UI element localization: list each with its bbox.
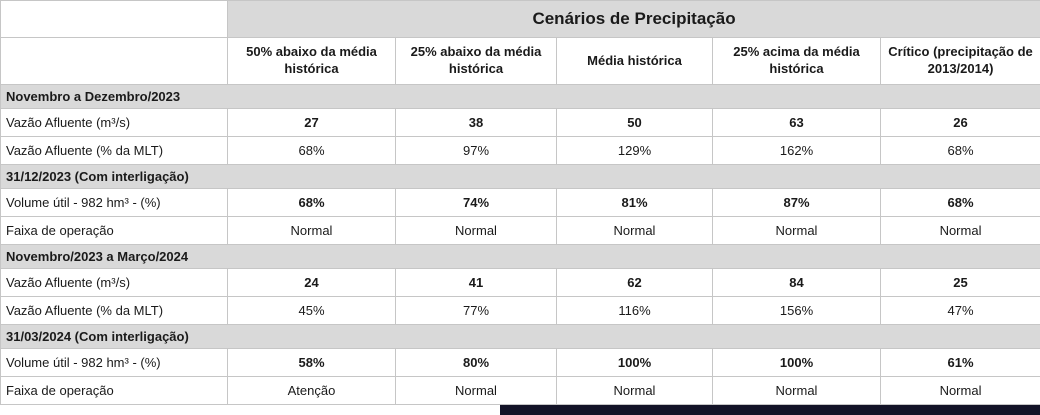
column-header: Média histórica	[557, 38, 713, 85]
section-header: Novembro a Dezembro/2023	[1, 85, 1040, 109]
section-header-row: Novembro a Dezembro/2023	[1, 85, 1040, 109]
value-cell: 129%	[557, 137, 713, 165]
value-cell: Normal	[713, 217, 881, 245]
value-cell: 38	[396, 109, 557, 137]
value-cell: 68%	[228, 189, 396, 217]
column-header-row: 50% abaixo da média histórica 25% abaixo…	[1, 38, 1040, 85]
value-cell: Normal	[557, 377, 713, 405]
row-label: Vazão Afluente (% da MLT)	[1, 137, 228, 165]
value-cell: Normal	[396, 377, 557, 405]
value-cell: Normal	[228, 217, 396, 245]
value-cell: Atenção	[228, 377, 396, 405]
value-cell: 61%	[881, 349, 1040, 377]
row-label: Volume útil - 982 hm³ - (%)	[1, 189, 228, 217]
row-header-blank-cell	[1, 38, 228, 85]
value-cell: 24	[228, 269, 396, 297]
value-cell: 63	[713, 109, 881, 137]
value-cell: 81%	[557, 189, 713, 217]
value-cell: 74%	[396, 189, 557, 217]
value-cell: 58%	[228, 349, 396, 377]
section-header-row: 31/12/2023 (Com interligação)	[1, 165, 1040, 189]
value-cell: 68%	[881, 137, 1040, 165]
table-row: Faixa de operação Atenção Normal Normal …	[1, 377, 1040, 405]
value-cell: 116%	[557, 297, 713, 325]
value-cell: 25	[881, 269, 1040, 297]
row-label: Vazão Afluente (m³/s)	[1, 269, 228, 297]
value-cell: Normal	[557, 217, 713, 245]
value-cell: 84	[713, 269, 881, 297]
section-header-row: Novembro/2023 a Março/2024	[1, 245, 1040, 269]
title-row: Cenários de Precipitação	[1, 1, 1040, 38]
row-label: Vazão Afluente (% da MLT)	[1, 297, 228, 325]
value-cell: 45%	[228, 297, 396, 325]
column-header: 25% acima da média histórica	[713, 38, 881, 85]
table-title: Cenários de Precipitação	[228, 1, 1040, 38]
value-cell: 162%	[713, 137, 881, 165]
row-label: Faixa de operação	[1, 377, 228, 405]
value-cell: 100%	[713, 349, 881, 377]
table-row: Volume útil - 982 hm³ - (%) 68% 74% 81% …	[1, 189, 1040, 217]
value-cell: Normal	[881, 217, 1040, 245]
row-label: Volume útil - 982 hm³ - (%)	[1, 349, 228, 377]
table-row: Vazão Afluente (m³/s) 27 38 50 63 26	[1, 109, 1040, 137]
column-header: 50% abaixo da média histórica	[228, 38, 396, 85]
value-cell: 156%	[713, 297, 881, 325]
table-row: Vazão Afluente (m³/s) 24 41 62 84 25	[1, 269, 1040, 297]
value-cell: 26	[881, 109, 1040, 137]
value-cell: 41	[396, 269, 557, 297]
precipitation-scenarios-table: Cenários de Precipitação 50% abaixo da m…	[0, 0, 1040, 405]
value-cell: 87%	[713, 189, 881, 217]
section-header: Novembro/2023 a Março/2024	[1, 245, 1040, 269]
value-cell: 50	[557, 109, 713, 137]
value-cell: Normal	[881, 377, 1040, 405]
row-label: Vazão Afluente (m³/s)	[1, 109, 228, 137]
column-header: 25% abaixo da média histórica	[396, 38, 557, 85]
section-header: 31/12/2023 (Com interligação)	[1, 165, 1040, 189]
value-cell: 68%	[228, 137, 396, 165]
value-cell: 27	[228, 109, 396, 137]
section-header: 31/03/2024 (Com interligação)	[1, 325, 1040, 349]
value-cell: 77%	[396, 297, 557, 325]
column-header: Crítico (precipitação de 2013/2014)	[881, 38, 1040, 85]
value-cell: 97%	[396, 137, 557, 165]
corner-cell	[1, 1, 228, 38]
value-cell: 68%	[881, 189, 1040, 217]
table-row: Vazão Afluente (% da MLT) 68% 97% 129% 1…	[1, 137, 1040, 165]
table-row: Volume útil - 982 hm³ - (%) 58% 80% 100%…	[1, 349, 1040, 377]
table-row: Vazão Afluente (% da MLT) 45% 77% 116% 1…	[1, 297, 1040, 325]
value-cell: 47%	[881, 297, 1040, 325]
row-label: Faixa de operação	[1, 217, 228, 245]
value-cell: Normal	[713, 377, 881, 405]
value-cell: 80%	[396, 349, 557, 377]
value-cell: Normal	[396, 217, 557, 245]
value-cell: 100%	[557, 349, 713, 377]
value-cell: 62	[557, 269, 713, 297]
section-header-row: 31/03/2024 (Com interligação)	[1, 325, 1040, 349]
table-row: Faixa de operação Normal Normal Normal N…	[1, 217, 1040, 245]
